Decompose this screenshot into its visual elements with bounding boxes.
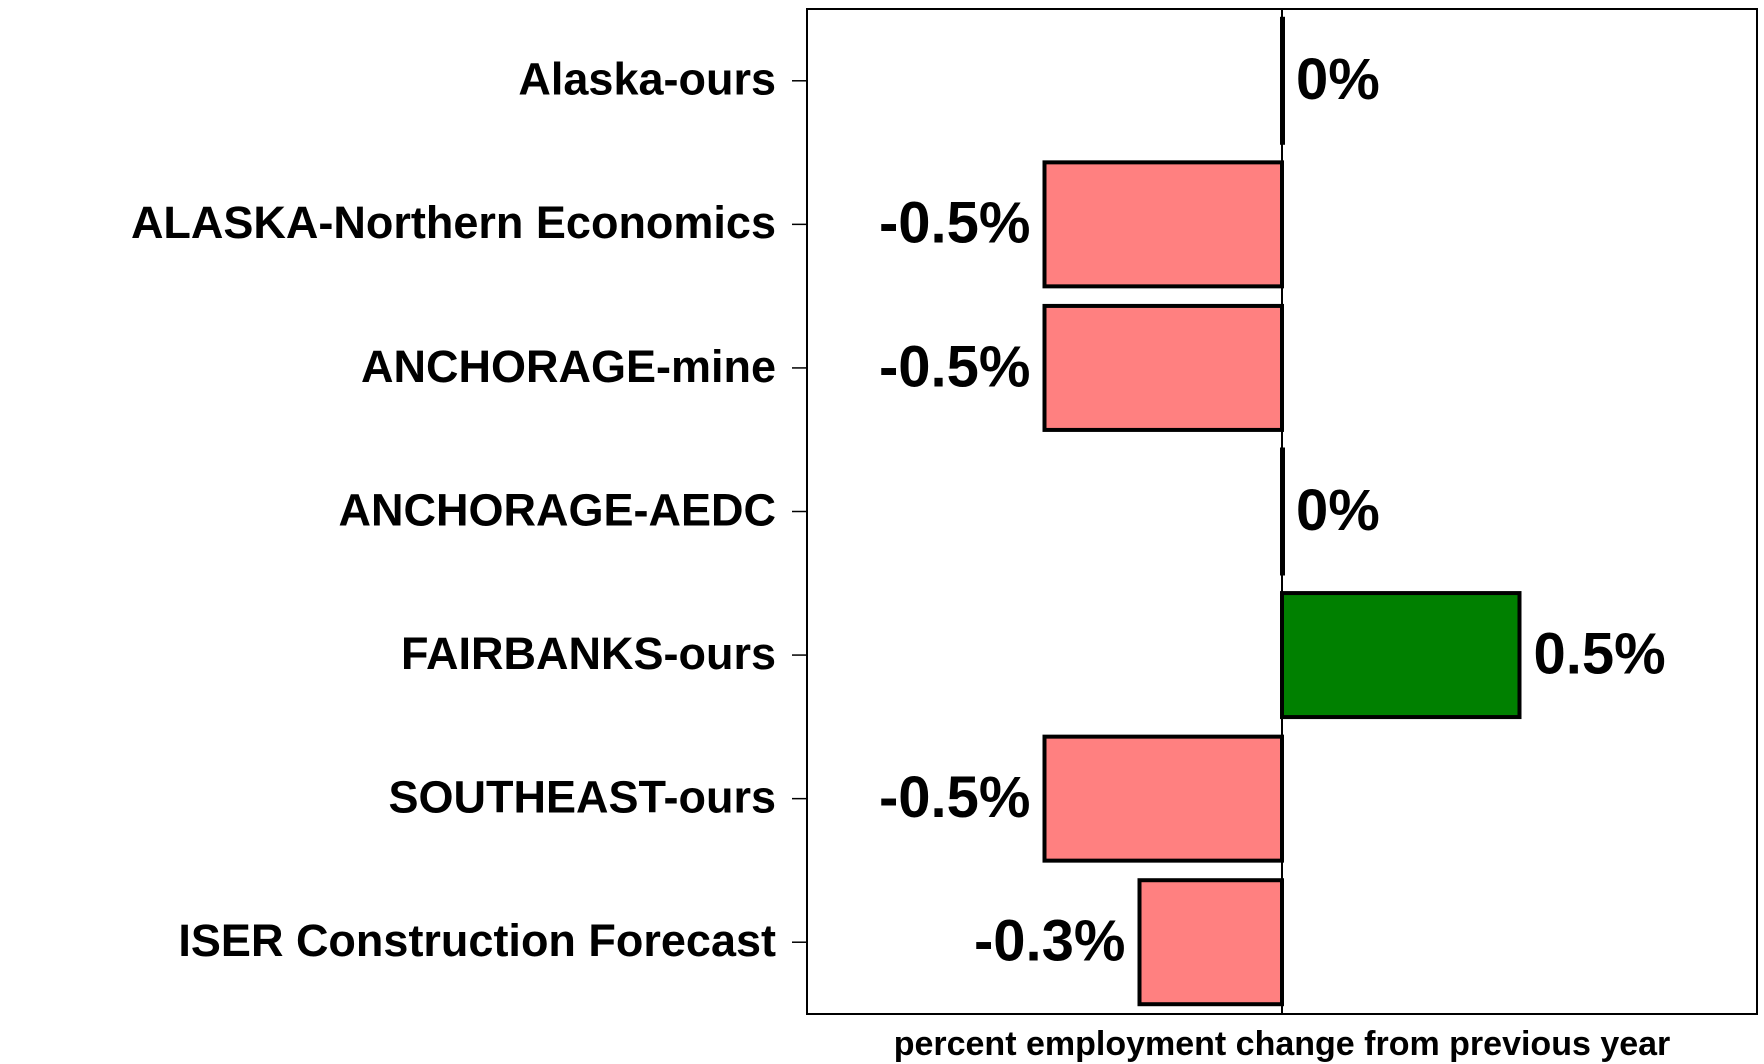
bar [1280, 16, 1285, 145]
bar [1042, 303, 1284, 432]
y-tick-label: ALASKA-Northern Economics [131, 197, 776, 248]
value-label: -0.5% [879, 765, 1031, 830]
bar [1280, 447, 1285, 576]
y-tick-label: FAIRBANKS-ours [401, 628, 776, 679]
y-tick-label: ANCHORAGE-mine [361, 341, 776, 392]
value-label: -0.3% [974, 909, 1126, 974]
bar [1137, 878, 1284, 1007]
value-label: -0.5% [879, 334, 1031, 399]
value-label: 0.5% [1534, 621, 1666, 686]
x-axis-label: percent employment change from previous … [894, 1025, 1671, 1063]
value-label: 0% [1296, 478, 1380, 543]
bar [1280, 591, 1522, 720]
y-tick-label: SOUTHEAST-ours [388, 772, 776, 823]
value-label: -0.5% [879, 191, 1031, 256]
bar [1042, 734, 1284, 863]
bar [1042, 160, 1284, 289]
y-tick-label: Alaska-ours [518, 54, 776, 105]
y-tick-label: ANCHORAGE-AEDC [339, 484, 777, 535]
y-tick-label: ISER Construction Forecast [178, 915, 776, 966]
value-label: 0% [1296, 47, 1380, 112]
